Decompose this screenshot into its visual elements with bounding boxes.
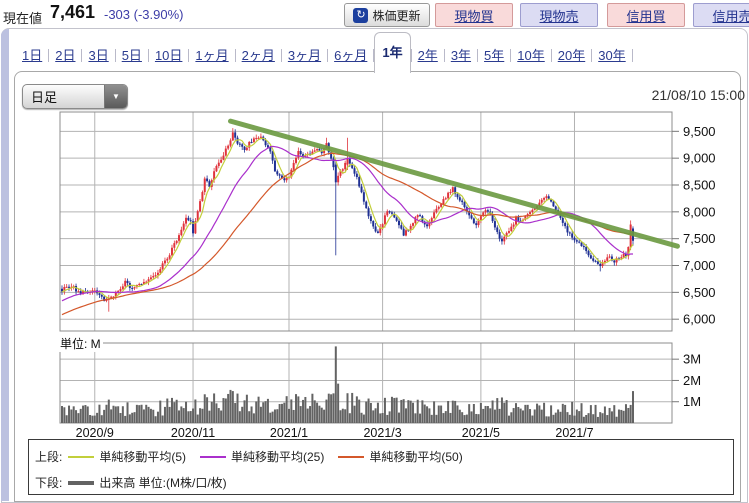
tab-1年[interactable]: 1年 <box>374 32 411 73</box>
refresh-icon: ↻ <box>353 7 369 23</box>
tab-separator <box>477 49 479 62</box>
margin-buy-button[interactable]: 信用買 <box>607 3 685 27</box>
volume-unit-label: 単位: M <box>58 335 103 352</box>
tab-separator <box>81 49 83 62</box>
margin-buy-button-label: 信用買 <box>626 8 666 24</box>
spot-sell-button-label: 現物売 <box>539 8 579 24</box>
chart-panel <box>14 71 741 502</box>
tab-separator <box>234 49 236 62</box>
tab-5日[interactable]: 5日 <box>121 48 142 63</box>
tab-30年[interactable]: 30年 <box>598 48 626 63</box>
tab-separator <box>550 49 552 62</box>
tab-3日[interactable]: 3日 <box>88 48 109 63</box>
tab-1日[interactable]: 1日 <box>22 48 43 63</box>
tab-separator <box>410 49 412 62</box>
tab-separator <box>114 49 116 62</box>
ma-legend-swatch-2 <box>200 455 227 458</box>
tab-separator <box>591 49 593 62</box>
tab-separator <box>147 49 149 62</box>
period-tabbar: 1日 2日 3日 5日 10日 1ヶ月 2ヶ月 3ヶ月 6ヶ月 1年 2年 3年 5年 10年 20年 30年 <box>16 32 633 73</box>
dropdown-arrow-icon[interactable]: ▼ <box>104 85 127 108</box>
tab-separator <box>443 49 445 62</box>
tab-separator <box>373 49 375 62</box>
refresh-quote-button[interactable]: ↻ 株価更新 <box>344 3 430 27</box>
ma-legend-label-3: 単純移動平均(50) <box>369 450 463 464</box>
left-page-strip <box>1 29 9 501</box>
margin-sell-button[interactable]: 信用売 <box>693 3 749 27</box>
spot-buy-button[interactable]: 現物買 <box>435 3 513 27</box>
current-price-label: 現在値 <box>3 11 43 26</box>
tab-separator <box>188 49 190 62</box>
tab-2日[interactable]: 2日 <box>55 48 76 63</box>
price-change: -303 (-3.90%) <box>104 7 184 22</box>
tab-separator <box>510 49 512 62</box>
volume-legend-swatch <box>68 480 95 485</box>
tab-3ヶ月[interactable]: 3ヶ月 <box>287 48 322 63</box>
tab-5年[interactable]: 5年 <box>484 48 505 63</box>
legend-upper-label: 上段: <box>35 450 63 464</box>
spot-sell-button[interactable]: 現物売 <box>520 3 598 27</box>
legend-upper-row: 上段: 単純移動平均(5) 単純移動平均(25) 単純移動平均(50) <box>35 448 477 465</box>
spot-buy-button-label: 現物買 <box>454 8 494 24</box>
tab-20年[interactable]: 20年 <box>557 48 586 63</box>
tab-10年[interactable]: 10年 <box>517 48 545 63</box>
margin-sell-button-label: 信用売 <box>712 8 749 24</box>
refresh-button-label: 株価更新 <box>372 8 421 23</box>
tab-3年[interactable]: 3年 <box>450 48 472 63</box>
tab-10日[interactable]: 10日 <box>154 48 183 63</box>
tab-1ヶ月[interactable]: 1ヶ月 <box>195 48 229 63</box>
interval-dropdown[interactable]: 日足 ▼ <box>22 84 128 109</box>
volume-legend-label: 出来高 単位:(M株/口/枚) <box>99 476 227 490</box>
legend-lower-label: 下段: <box>35 476 63 490</box>
quote-timestamp: 21/08/10 15:00 <box>651 87 745 103</box>
tab-separator <box>280 49 282 62</box>
interval-dropdown-value: 日足 <box>31 90 58 105</box>
tab-2年[interactable]: 2年 <box>417 48 438 63</box>
tab-separator <box>327 49 329 62</box>
chart-legend: 上段: 単純移動平均(5) 単純移動平均(25) 単純移動平均(50) 下段: 出来… <box>28 439 734 495</box>
ma-legend-swatch-3 <box>338 455 365 458</box>
tab-2ヶ月[interactable]: 2ヶ月 <box>241 48 275 63</box>
legend-lower-row: 下段: 出来高 単位:(M株/口/枚) <box>35 474 241 491</box>
ma-legend-swatch-1 <box>68 455 95 458</box>
tab-separator <box>631 49 633 62</box>
ma-legend-label-2: 単純移動平均(25) <box>231 450 325 464</box>
tab-6ヶ月[interactable]: 6ヶ月 <box>334 48 368 63</box>
current-price-value: 7,461 <box>50 2 96 22</box>
tab-separator <box>48 49 50 62</box>
ma-legend-label-1: 単純移動平均(5) <box>99 450 187 464</box>
